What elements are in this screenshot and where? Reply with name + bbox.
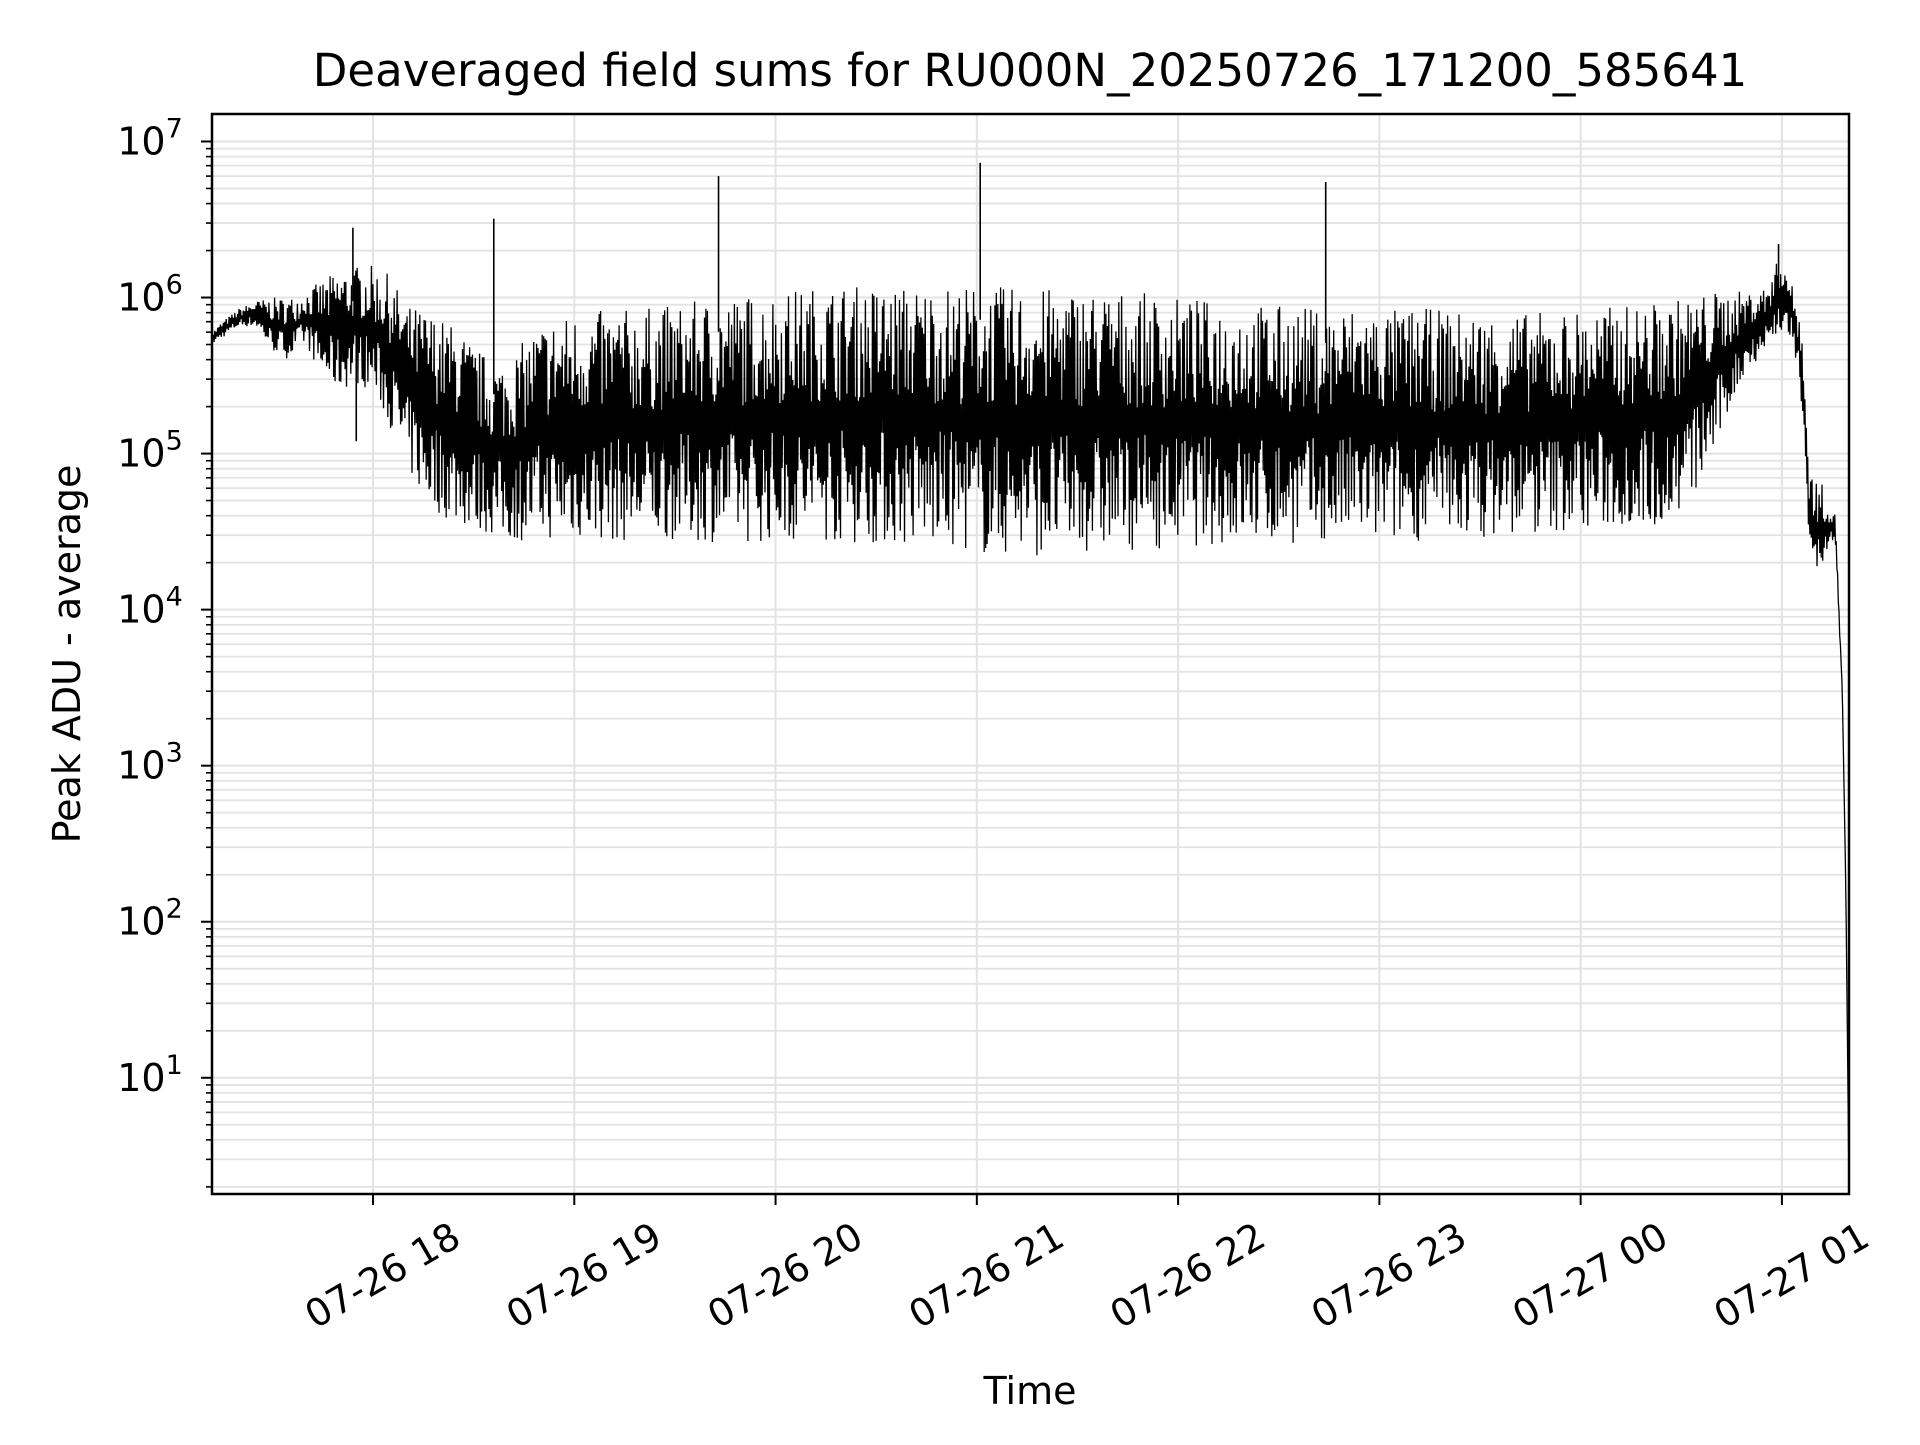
y-tick-label-base: 10	[117, 1056, 165, 1100]
series-line	[211, 162, 1850, 1187]
y-tick-label-exponent: 4	[166, 582, 183, 613]
y-tick-label-base: 10	[117, 119, 165, 163]
y-tick-label-exponent: 7	[166, 113, 183, 144]
y-tick-label-exponent: 2	[166, 894, 183, 925]
y-tick-label-exponent: 3	[166, 738, 183, 769]
y-tick-label: 104	[117, 582, 183, 632]
y-tick-label-base: 10	[117, 276, 165, 320]
y-tick-label: 101	[117, 1050, 183, 1100]
chart-title: Deaveraged field sums for RU000N_2025072…	[313, 44, 1747, 97]
series-trace	[211, 263, 1850, 1187]
y-tick-label-base: 10	[117, 900, 165, 944]
y-tick-label: 107	[117, 113, 183, 163]
y-axis-label: Peak ADU - average	[45, 465, 89, 844]
y-tick-label: 103	[117, 738, 183, 788]
y-tick-label: 106	[117, 270, 183, 320]
y-tick-label-exponent: 6	[166, 270, 183, 301]
y-tick-label-base: 10	[117, 588, 165, 632]
plot-frame	[210, 112, 1851, 1196]
y-tick-label: 102	[117, 894, 183, 944]
y-tick-label: 105	[117, 426, 183, 476]
y-tick-label-base: 10	[117, 432, 165, 476]
y-tick-label-base: 10	[117, 744, 165, 788]
x-axis-label: Time	[983, 1369, 1077, 1413]
y-tick-label-exponent: 1	[166, 1050, 183, 1081]
y-tick-label-exponent: 5	[166, 426, 183, 457]
